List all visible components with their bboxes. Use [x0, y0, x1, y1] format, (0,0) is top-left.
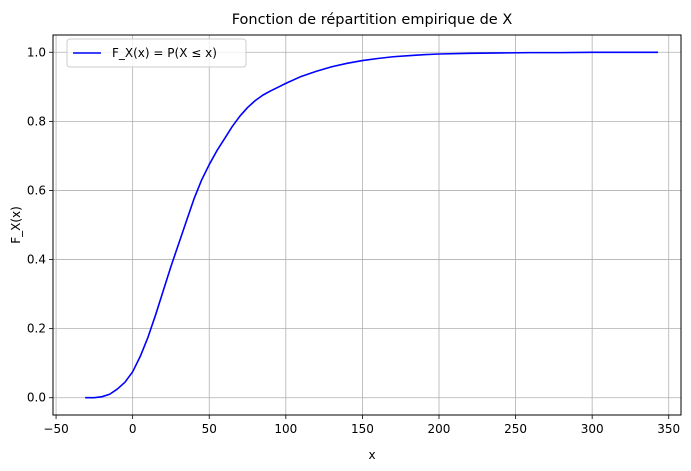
legend-box: [66, 38, 247, 68]
series-layer: [85, 51, 659, 399]
x-tick-label: 0: [129, 422, 137, 436]
y-tick-label: 0.4: [27, 253, 46, 267]
legend-label: F_X(x) = P(X ≤ x): [112, 46, 217, 60]
x-tick-label: 50: [202, 422, 217, 436]
plot-frame: [52, 34, 682, 416]
y-tick-label: 0.6: [27, 183, 46, 197]
x-tick-label: 300: [581, 422, 604, 436]
x-tick-label: 150: [351, 422, 374, 436]
y-tick-label: 1.0: [27, 45, 46, 59]
y-tick-label: 0.2: [27, 322, 46, 336]
legend: F_X(x) = P(X ≤ x): [66, 38, 247, 68]
y-tick-label: 0.8: [27, 114, 46, 128]
series-line: [85, 51, 659, 399]
chart-title: Fonction de répartition empirique de X: [232, 12, 513, 28]
x-tick-label: −50: [43, 422, 68, 436]
x-axis-ticks: −50 0 50 100 150 200 250 300 350: [43, 415, 680, 436]
grid-lines: [53, 35, 681, 415]
y-tick-label: 0.0: [27, 391, 46, 405]
x-tick-label: 350: [657, 422, 680, 436]
x-axis-label: x: [368, 448, 375, 462]
y-axis-ticks: 0.0 0.2 0.4 0.6 0.8 1.0: [27, 45, 53, 405]
x-tick-label: 200: [428, 422, 451, 436]
x-tick-label: 100: [274, 422, 297, 436]
y-axis-label: F_X(x): [9, 206, 23, 244]
x-tick-label: 250: [504, 422, 527, 436]
